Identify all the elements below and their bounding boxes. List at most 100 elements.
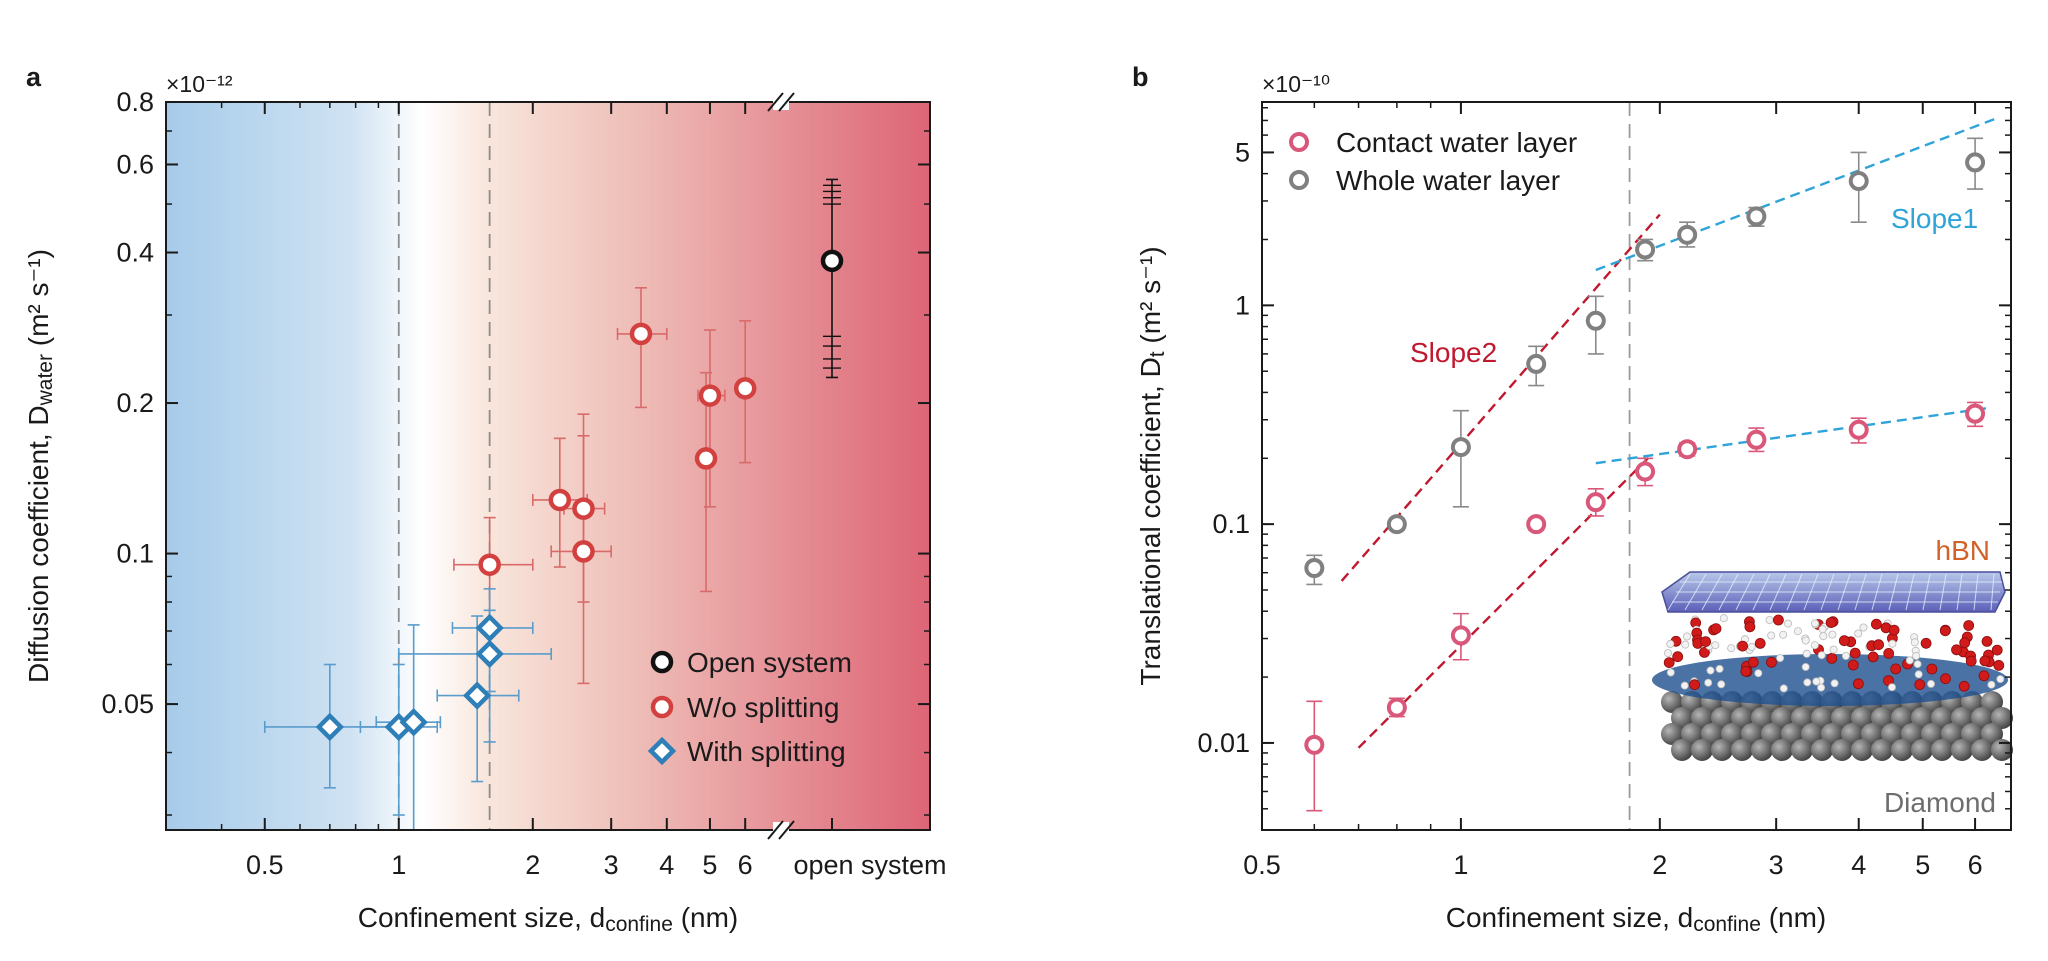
data-point-w-o-splitting <box>694 447 718 470</box>
carbon-atom <box>1721 723 1743 745</box>
legend-label-wo-splitting: W/o splitting <box>687 692 840 723</box>
hydrogen-atom <box>1987 680 1996 689</box>
oxygen-atom <box>1888 624 1900 636</box>
hydrogen-atom <box>1711 641 1720 650</box>
y-tick-label: 0.2 <box>116 388 154 418</box>
oxygen-atom <box>1867 651 1879 663</box>
carbon-atom <box>1671 739 1693 761</box>
hydrogen-atom <box>1715 664 1724 673</box>
carbon-atom <box>1831 739 1853 761</box>
hydrogen-atom <box>1779 684 1788 693</box>
inset-label-diamond: Diamond <box>1884 787 1996 818</box>
hydrogen-atom <box>1681 640 1690 649</box>
data-point-whole-water-layer <box>1965 152 1986 173</box>
carbon-atom <box>1771 739 1793 761</box>
y-tick-label: 0.1 <box>1212 509 1250 539</box>
y-tick-label: 1 <box>1235 290 1250 320</box>
hydrogen-atom <box>1680 681 1689 690</box>
fit-line-slope2 <box>1357 452 1654 749</box>
data-point-w-o-splitting <box>572 540 595 563</box>
oxygen-atom <box>1849 647 1861 659</box>
carbon-atom <box>1971 739 1993 761</box>
data-point-w-o-splitting <box>548 488 572 512</box>
oxygen-atom <box>1940 673 1951 685</box>
carbon-atom <box>1901 723 1923 745</box>
y-tick-label: 0.4 <box>116 238 154 268</box>
data-point-with-splitting <box>462 681 492 710</box>
x-tick-label: 4 <box>659 850 674 880</box>
carbon-atom <box>1891 739 1913 761</box>
oxygen-atom <box>1699 647 1710 658</box>
oxygen-atom <box>1710 623 1722 634</box>
hydrogen-atom <box>1717 680 1726 689</box>
data-point-w-o-splitting <box>478 553 501 576</box>
y-tick-label: 0.6 <box>116 149 154 179</box>
panel-a-label: a <box>26 62 42 92</box>
oxygen-atom <box>1959 637 1971 649</box>
oxygen-atom <box>1890 663 1902 675</box>
hydrogen-atom <box>1765 616 1774 625</box>
fit-line-slope1 <box>1595 116 1999 272</box>
data-point-contact-water-layer <box>1585 492 1606 513</box>
hydrogen-atom <box>1767 631 1776 640</box>
carbon-atom <box>1911 707 1933 729</box>
oxygen-atom <box>1979 655 1991 667</box>
data-point-with-splitting <box>399 708 428 737</box>
hydrogen-atom <box>1817 683 1826 692</box>
x-tick-label: 3 <box>604 850 619 880</box>
annotation-slope2: Slope2 <box>1410 337 1497 368</box>
carbon-atom <box>1921 723 1943 745</box>
carbon-atom <box>1971 707 1993 729</box>
oxygen-atom <box>1847 659 1859 671</box>
panel-a-data-points <box>263 178 844 831</box>
data-point-with-splitting <box>315 712 344 742</box>
carbon-atom <box>1871 739 1893 761</box>
hydrogen-atom <box>1802 649 1811 658</box>
hydrogen-atom <box>1747 642 1756 651</box>
hydrogen-atom <box>1784 619 1793 628</box>
carbon-atom <box>1941 723 1963 745</box>
hydrogen-atom <box>1801 636 1810 645</box>
hydrogen-atom <box>1803 678 1812 687</box>
hydrogen-atom <box>1888 683 1897 692</box>
hydrogen-atom <box>1996 675 2005 684</box>
carbon-atom <box>1741 723 1763 745</box>
hydrogen-atom <box>1888 639 1897 648</box>
oxygen-atom <box>1920 637 1932 649</box>
data-point-whole-water-layer <box>1304 558 1325 579</box>
panel-a-scale-label: ×10⁻¹² <box>166 71 233 97</box>
hydrogen-atom <box>1779 630 1788 639</box>
carbon-atom <box>1821 723 1843 745</box>
hydrogen-atom <box>1812 677 1821 686</box>
carbon-atom <box>1991 707 2013 729</box>
panel-b-y-axis-title: Translational coefficient, Dt (m² s⁻¹) <box>1135 246 1169 685</box>
data-point-with-splitting <box>475 639 504 669</box>
panel-b-scale-label: ×10⁻¹⁰ <box>1262 71 1330 97</box>
data-point-whole-water-layer <box>1386 514 1407 535</box>
oxygen-atom <box>1978 670 1990 682</box>
hbn-sheet <box>1661 571 2006 613</box>
panel-a-axis-break-bottom <box>767 820 795 840</box>
carbon-atom <box>1761 723 1783 745</box>
hydrogen-atom <box>1854 629 1863 638</box>
carbon-atom <box>1661 723 1683 745</box>
oxygen-atom <box>1981 636 1993 647</box>
carbon-atom <box>1861 723 1883 745</box>
oxygen-atom <box>1951 644 1962 656</box>
carbon-atom <box>1751 707 1773 729</box>
carbon-atom <box>1791 739 1813 761</box>
x-tick-label: 4 <box>1851 850 1866 880</box>
carbon-atom <box>1951 739 1973 761</box>
oxygen-atom <box>1965 655 1977 667</box>
hydrogen-atom <box>1666 639 1675 648</box>
inset-label-hbn: hBN <box>1936 535 1990 566</box>
y-tick-label: 0.05 <box>101 689 154 719</box>
carbon-atom <box>1981 723 2003 745</box>
x-tick-label: 0.5 <box>246 850 284 880</box>
data-point-whole-water-layer <box>1635 239 1656 260</box>
carbon-atom <box>1661 691 1683 713</box>
data-point-contact-water-layer <box>1526 514 1547 535</box>
y-tick-label: 0.1 <box>116 539 154 569</box>
fit-line-slope1 <box>1595 406 1990 465</box>
hydrogen-atom <box>1829 645 1838 654</box>
